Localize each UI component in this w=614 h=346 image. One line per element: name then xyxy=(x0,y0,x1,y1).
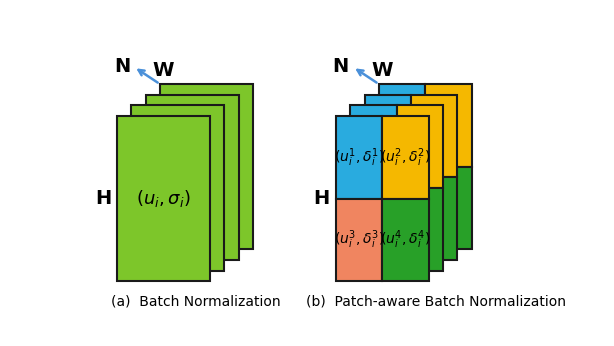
Text: $(u_i^4, \delta_i^4)$: $(u_i^4, \delta_i^4)$ xyxy=(380,229,431,251)
Bar xyxy=(365,95,411,177)
Text: $(u_i^2, \delta_i^2)$: $(u_i^2, \delta_i^2)$ xyxy=(380,146,431,169)
Text: W: W xyxy=(153,61,174,80)
Bar xyxy=(379,84,426,167)
Bar xyxy=(146,95,239,260)
Text: N: N xyxy=(333,57,349,76)
Bar xyxy=(383,116,429,199)
Bar xyxy=(365,177,411,260)
Text: W: W xyxy=(371,61,393,80)
Text: (b)  Patch-aware Batch Normalization: (b) Patch-aware Batch Normalization xyxy=(306,294,566,308)
Bar xyxy=(411,95,457,177)
Bar xyxy=(379,167,426,249)
Bar xyxy=(160,84,253,249)
Bar xyxy=(131,106,224,271)
Bar xyxy=(336,116,383,199)
Text: N: N xyxy=(114,57,130,76)
Bar xyxy=(351,188,397,271)
Bar xyxy=(383,199,429,281)
Text: H: H xyxy=(314,189,330,208)
Bar xyxy=(411,177,457,260)
Text: $(u_i^3, \delta_i^3)$: $(u_i^3, \delta_i^3)$ xyxy=(334,229,384,251)
Text: $(u_i, \sigma_i)$: $(u_i, \sigma_i)$ xyxy=(136,188,191,209)
Bar xyxy=(336,199,383,281)
Bar xyxy=(426,84,472,167)
Bar xyxy=(397,106,443,188)
Bar xyxy=(426,167,472,249)
Bar xyxy=(397,188,443,271)
Text: $(u_i^1, \delta_i^1)$: $(u_i^1, \delta_i^1)$ xyxy=(334,146,384,169)
Text: (a)  Batch Normalization: (a) Batch Normalization xyxy=(111,294,281,308)
Bar xyxy=(351,106,397,188)
Text: H: H xyxy=(95,189,111,208)
Bar xyxy=(117,116,210,281)
